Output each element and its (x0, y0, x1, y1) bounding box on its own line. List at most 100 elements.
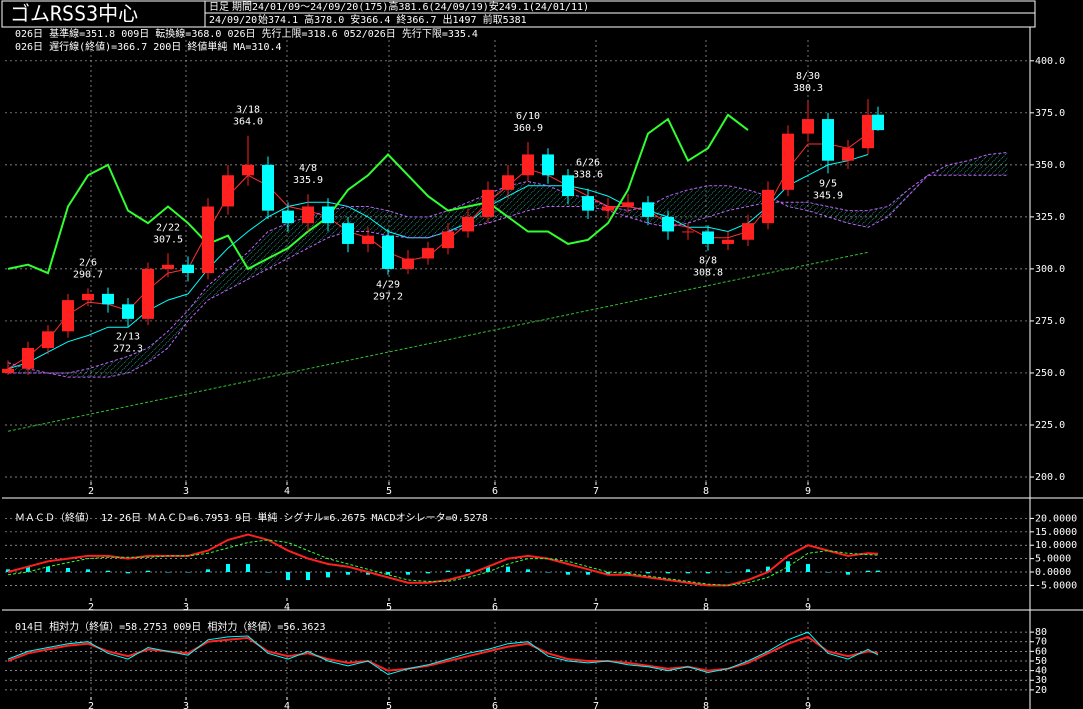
legend-entry: 014日 相対力（終値）=58.2753 (15, 620, 167, 633)
y-tick-label: 325.0 (1035, 212, 1065, 223)
y-tick-label: 20.0000 (1035, 513, 1077, 524)
candle-body (482, 189, 494, 217)
histogram-bar (526, 569, 530, 573)
y-tick-label: 80 (1035, 627, 1047, 638)
x-tick-label: 2 (88, 486, 94, 497)
histogram-bar (786, 561, 790, 573)
candle-body (282, 210, 294, 224)
histogram-bar (6, 569, 10, 573)
annotation-date: 8/30 (796, 71, 820, 82)
histogram-bar (546, 572, 550, 573)
quote: 始374.1 高378.0 安366.4 終366.7 出1497 前取5381 (258, 13, 527, 26)
x-tick-label: 7 (593, 701, 599, 709)
y-tick-label: 10.0000 (1035, 540, 1077, 551)
y-tick-label: 0.0000 (1035, 567, 1071, 578)
histogram-bar (366, 572, 370, 575)
y-tick-label: 5.0000 (1035, 554, 1071, 565)
candle-body (662, 216, 674, 232)
y-tick-label: 225.0 (1035, 420, 1065, 431)
histogram-bar (726, 572, 730, 573)
timeframe: 日足 (209, 1, 229, 13)
series-line (7, 251, 869, 432)
x-tick-label: 7 (593, 486, 599, 497)
histogram-bar (106, 570, 110, 573)
annotation-date: 2/22 (156, 222, 180, 233)
x-tick-label: 7 (593, 602, 599, 613)
annotation-value: 335.9 (293, 175, 323, 186)
histogram-bar (226, 563, 230, 573)
candle-body (382, 235, 394, 269)
candle-body (102, 293, 114, 305)
annotation-date: 6/26 (576, 158, 600, 169)
data (2, 99, 1009, 432)
candle-body (842, 148, 854, 161)
x-tick-label: 4 (284, 701, 290, 709)
x-tick-label: 4 (284, 602, 290, 613)
candle-body (402, 258, 414, 269)
y-tick-label: 375.0 (1035, 108, 1065, 119)
y-tick-label: -5.0000 (1035, 580, 1077, 591)
x-tick-label: 6 (492, 486, 498, 497)
histogram-bar (466, 569, 470, 573)
candle-body (522, 154, 534, 176)
annotation-date: 8/8 (699, 256, 717, 267)
period: 期間24/01/09～24/09/20(175)高381.6(24/09/19)… (232, 0, 589, 13)
candle-body (872, 114, 884, 131)
histogram-bar (166, 572, 170, 573)
y-tick-label: 30 (1035, 675, 1047, 686)
candle-body (2, 368, 14, 373)
y-tick-label: 200.0 (1035, 472, 1065, 483)
y-tick-label: 20 (1035, 685, 1047, 696)
annotation-value: 290.7 (73, 269, 103, 280)
histogram-bar (326, 572, 330, 578)
annotation-value: 307.5 (153, 234, 183, 245)
histogram-bar (206, 569, 210, 573)
series-line (7, 113, 749, 275)
legend-entry: 052/026日 先行下限=335.4 (344, 27, 478, 40)
candle-body (782, 133, 794, 190)
candle-body (22, 347, 34, 369)
annotation-date: 2/6 (79, 257, 97, 268)
histogram-bar (126, 572, 130, 574)
histogram-bar (186, 572, 190, 573)
annotation-date: 2/13 (116, 332, 140, 343)
histogram-bar (806, 563, 810, 573)
candle-body (222, 175, 234, 207)
candle-body (602, 206, 614, 211)
histogram-bar (866, 570, 870, 573)
histogram-bar (146, 570, 150, 573)
histogram-bar (506, 566, 510, 573)
candle-body (182, 264, 194, 274)
x-tick-label: 8 (703, 701, 709, 709)
x-tick-label: 9 (805, 701, 811, 709)
x-tick-label: 9 (805, 486, 811, 497)
histogram-bar (26, 566, 30, 573)
candle-body (442, 231, 454, 249)
candle-body (542, 154, 554, 176)
y-tick-label: 300.0 (1035, 264, 1065, 275)
legend-entry: 026日 基準線=351.8 (15, 27, 115, 40)
candle-body (762, 189, 774, 224)
data (6, 533, 880, 587)
histogram-bar (646, 572, 650, 574)
candle-body (62, 300, 74, 332)
candle-body (162, 264, 174, 269)
candle-body (722, 239, 734, 244)
y-tick-label: 50 (1035, 656, 1047, 667)
candle-body (422, 248, 434, 259)
date: 24/09/20 (209, 15, 257, 26)
legend-entry: ＭＡＣＤ（終値） (15, 511, 95, 524)
legend-entry: MACDオシレータ=0.5278 (372, 512, 488, 524)
histogram-bar (706, 572, 710, 574)
annotation-value: 360.9 (513, 123, 543, 134)
x-tick-label: 8 (703, 486, 709, 497)
x-tick-label: 6 (492, 701, 498, 709)
labels: 200.0 225.0 250.0 275.0 300.0 325.0 350.0 375.0… (15, 27, 1065, 497)
histogram-bar (266, 572, 270, 573)
histogram-bar (606, 572, 610, 575)
y-tick-label: 60 (1035, 646, 1047, 657)
histogram-bar (626, 572, 630, 574)
histogram-bar (286, 572, 290, 581)
